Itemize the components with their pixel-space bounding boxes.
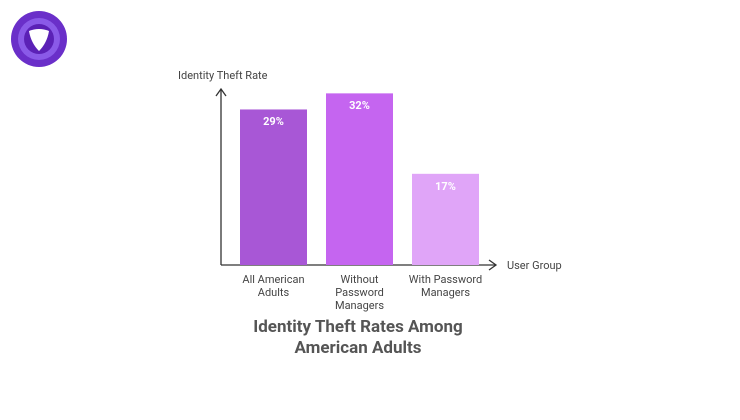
x-tick-label: All American Adults [242,273,305,299]
value-label: 17% [435,179,456,193]
value-label: 29% [263,115,284,129]
bar [326,93,393,265]
logo [11,11,67,67]
x-tick-label: With Password Managers [408,273,483,299]
bar [240,109,307,265]
value-label: 32% [349,99,370,113]
bar [412,173,479,265]
x-tick-label: Without Password Managers [334,273,385,312]
chart-title: Identity Theft Rates Among American Adul… [253,317,463,358]
x-axis-label: User Group [507,259,562,272]
y-axis-label: Identity Theft Rate [178,69,268,82]
